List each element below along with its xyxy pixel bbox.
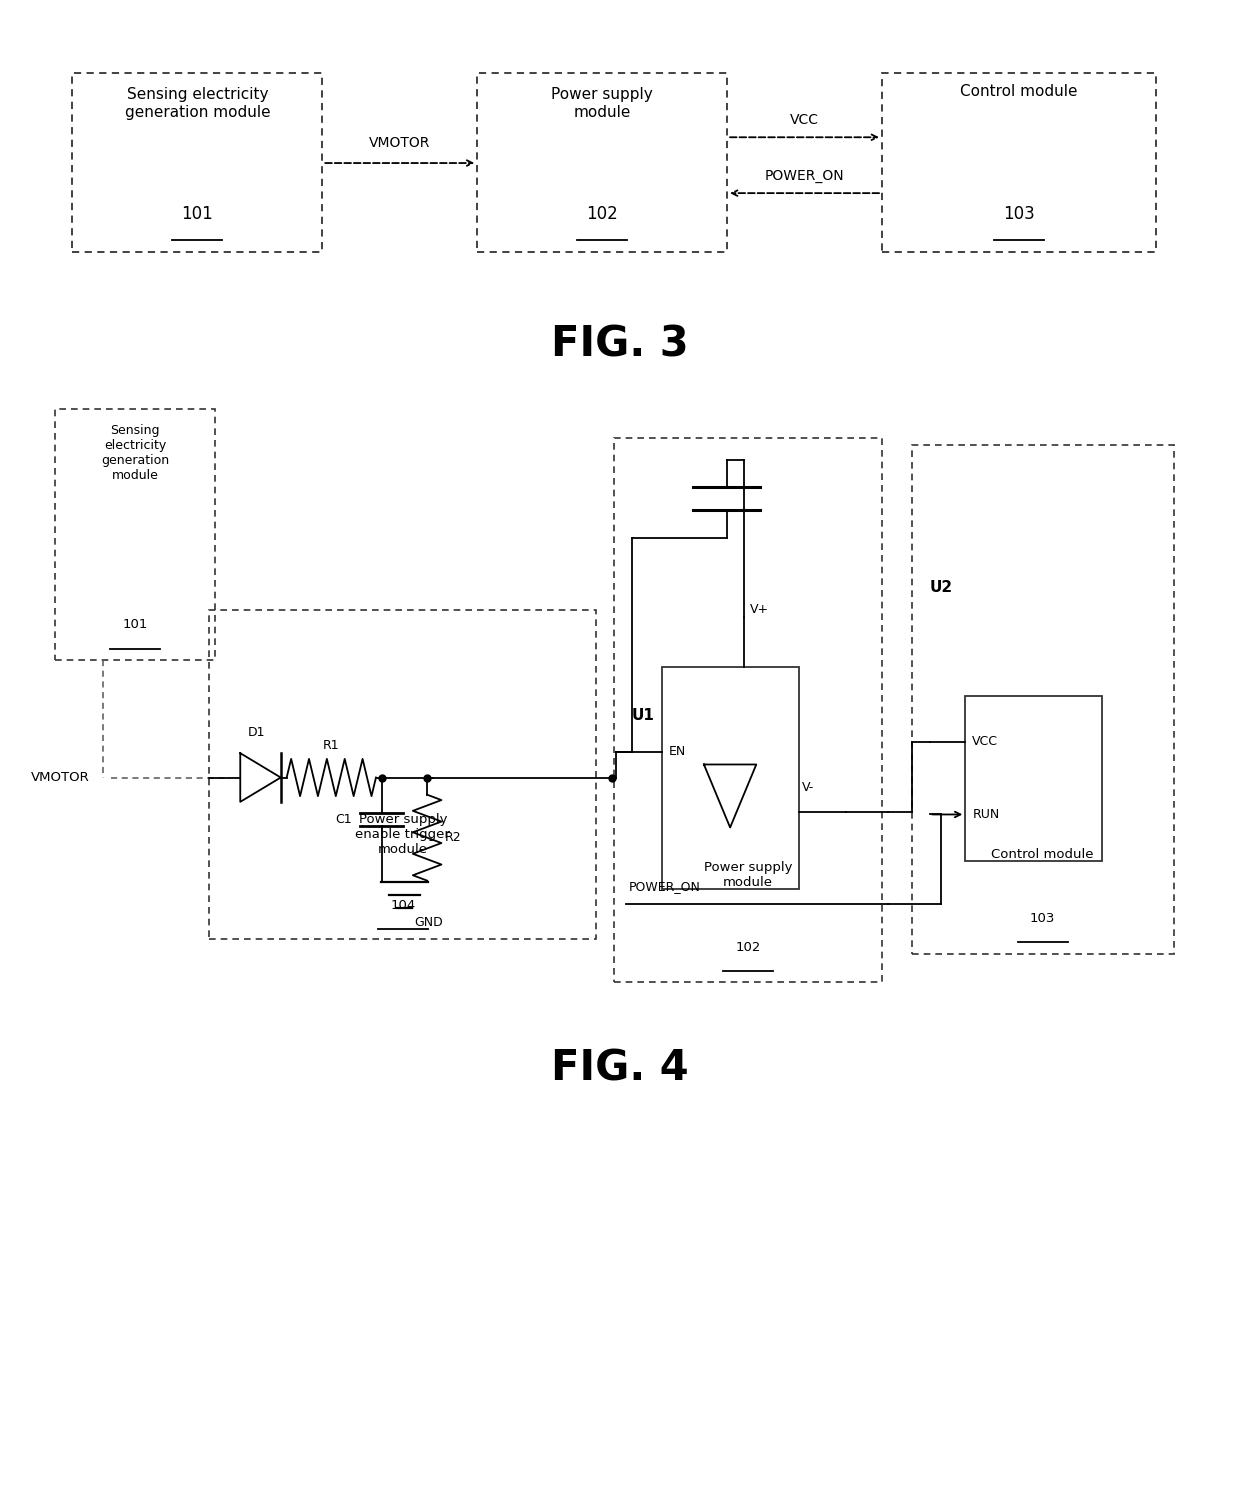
Text: V-: V-: [802, 782, 815, 794]
Text: Sensing
electricity
generation
module: Sensing electricity generation module: [100, 424, 169, 482]
Text: C1: C1: [336, 813, 352, 827]
Text: FIG. 3: FIG. 3: [551, 324, 689, 366]
Text: VCC: VCC: [972, 736, 998, 749]
Text: RUN: RUN: [972, 809, 999, 821]
Text: POWER_ON: POWER_ON: [629, 880, 701, 894]
Text: Control module: Control module: [991, 847, 1094, 861]
Text: VCC: VCC: [790, 113, 818, 127]
Text: POWER_ON: POWER_ON: [765, 169, 844, 184]
Bar: [210, 610, 596, 940]
Text: Power supply
module: Power supply module: [552, 87, 653, 119]
Bar: [882, 73, 1156, 252]
Text: R2: R2: [445, 831, 461, 844]
Text: VMOTOR: VMOTOR: [31, 771, 89, 783]
Text: 103: 103: [1030, 912, 1055, 925]
Text: 101: 101: [123, 618, 148, 631]
Bar: [72, 73, 322, 252]
Text: VMOTOR: VMOTOR: [370, 136, 430, 151]
Text: D1: D1: [248, 725, 265, 739]
Text: Sensing electricity
generation module: Sensing electricity generation module: [124, 87, 270, 119]
Text: V+: V+: [750, 603, 769, 616]
Text: Control module: Control module: [960, 84, 1078, 100]
Bar: [55, 409, 216, 659]
Text: 103: 103: [1003, 206, 1034, 224]
Text: 104: 104: [391, 900, 415, 912]
Text: U1: U1: [632, 709, 655, 724]
Text: EN: EN: [668, 745, 686, 758]
Bar: [477, 73, 727, 252]
Bar: [911, 445, 1173, 953]
Bar: [965, 695, 1102, 861]
Text: 102: 102: [587, 206, 618, 224]
Text: U2: U2: [930, 580, 952, 595]
Text: FIG. 4: FIG. 4: [552, 1047, 688, 1089]
Bar: [614, 439, 882, 982]
Text: GND: GND: [414, 916, 443, 928]
Text: Power supply
module: Power supply module: [704, 861, 792, 889]
Text: 101: 101: [181, 206, 213, 224]
Text: 102: 102: [735, 940, 760, 953]
Bar: [662, 667, 799, 889]
Text: R1: R1: [322, 739, 340, 752]
Text: Power supply
enable trigger
module: Power supply enable trigger module: [356, 813, 450, 856]
